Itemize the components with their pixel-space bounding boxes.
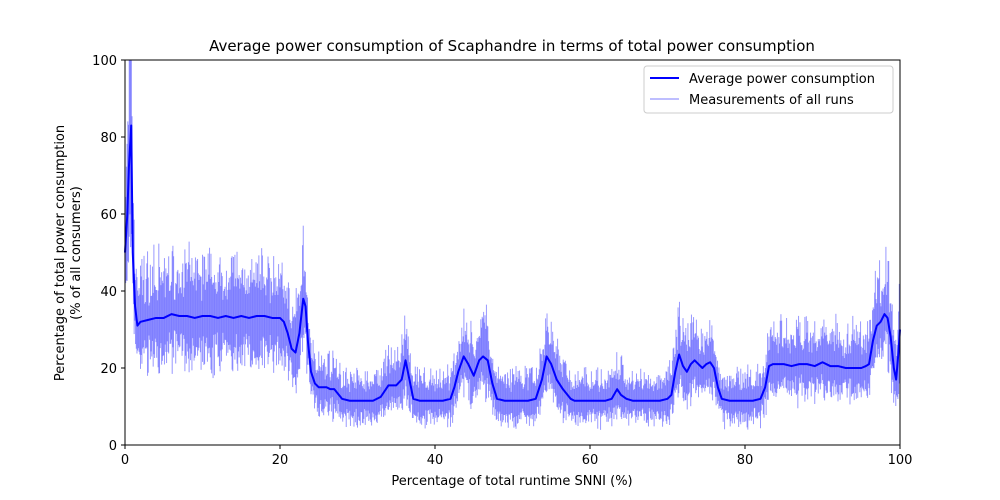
runs-band-layer <box>124 60 901 430</box>
y-axis-label-line2: (% of all consumers) <box>69 186 84 320</box>
x-tick-label: 60 <box>582 453 599 468</box>
legend-runs-label: Measurements of all runs <box>689 93 854 108</box>
x-tick-label: 40 <box>427 453 444 468</box>
x-axis: 0 20 40 60 80 100 <box>121 445 913 468</box>
chart-title: Average power consumption of Scaphandre … <box>209 37 815 55</box>
y-tick-label: 60 <box>100 208 117 223</box>
average-line-layer <box>124 124 901 402</box>
plot-area-frame <box>124 59 901 446</box>
x-tick-label: 80 <box>737 453 754 468</box>
y-tick-label: 100 <box>92 54 117 69</box>
x-tick-label: 0 <box>121 453 129 468</box>
x-tick-label: 20 <box>272 453 289 468</box>
average-power-line <box>124 124 901 402</box>
y-tick-label: 0 <box>109 439 117 454</box>
legend-average-label: Average power consumption <box>689 72 875 87</box>
x-tick-label: 100 <box>888 453 913 468</box>
x-axis-label: Percentage of total runtime SNNI (%) <box>391 474 632 489</box>
legend-box <box>643 65 894 114</box>
y-axis-label-line1: Percentage of total power consumption <box>53 125 68 381</box>
y-tick-label: 40 <box>100 285 117 300</box>
y-tick-label: 80 <box>100 131 117 146</box>
y-axis: 0 20 40 60 80 100 <box>92 54 125 454</box>
legend: Average power consumption Measurements o… <box>643 65 894 114</box>
y-tick-label: 20 <box>100 362 117 377</box>
